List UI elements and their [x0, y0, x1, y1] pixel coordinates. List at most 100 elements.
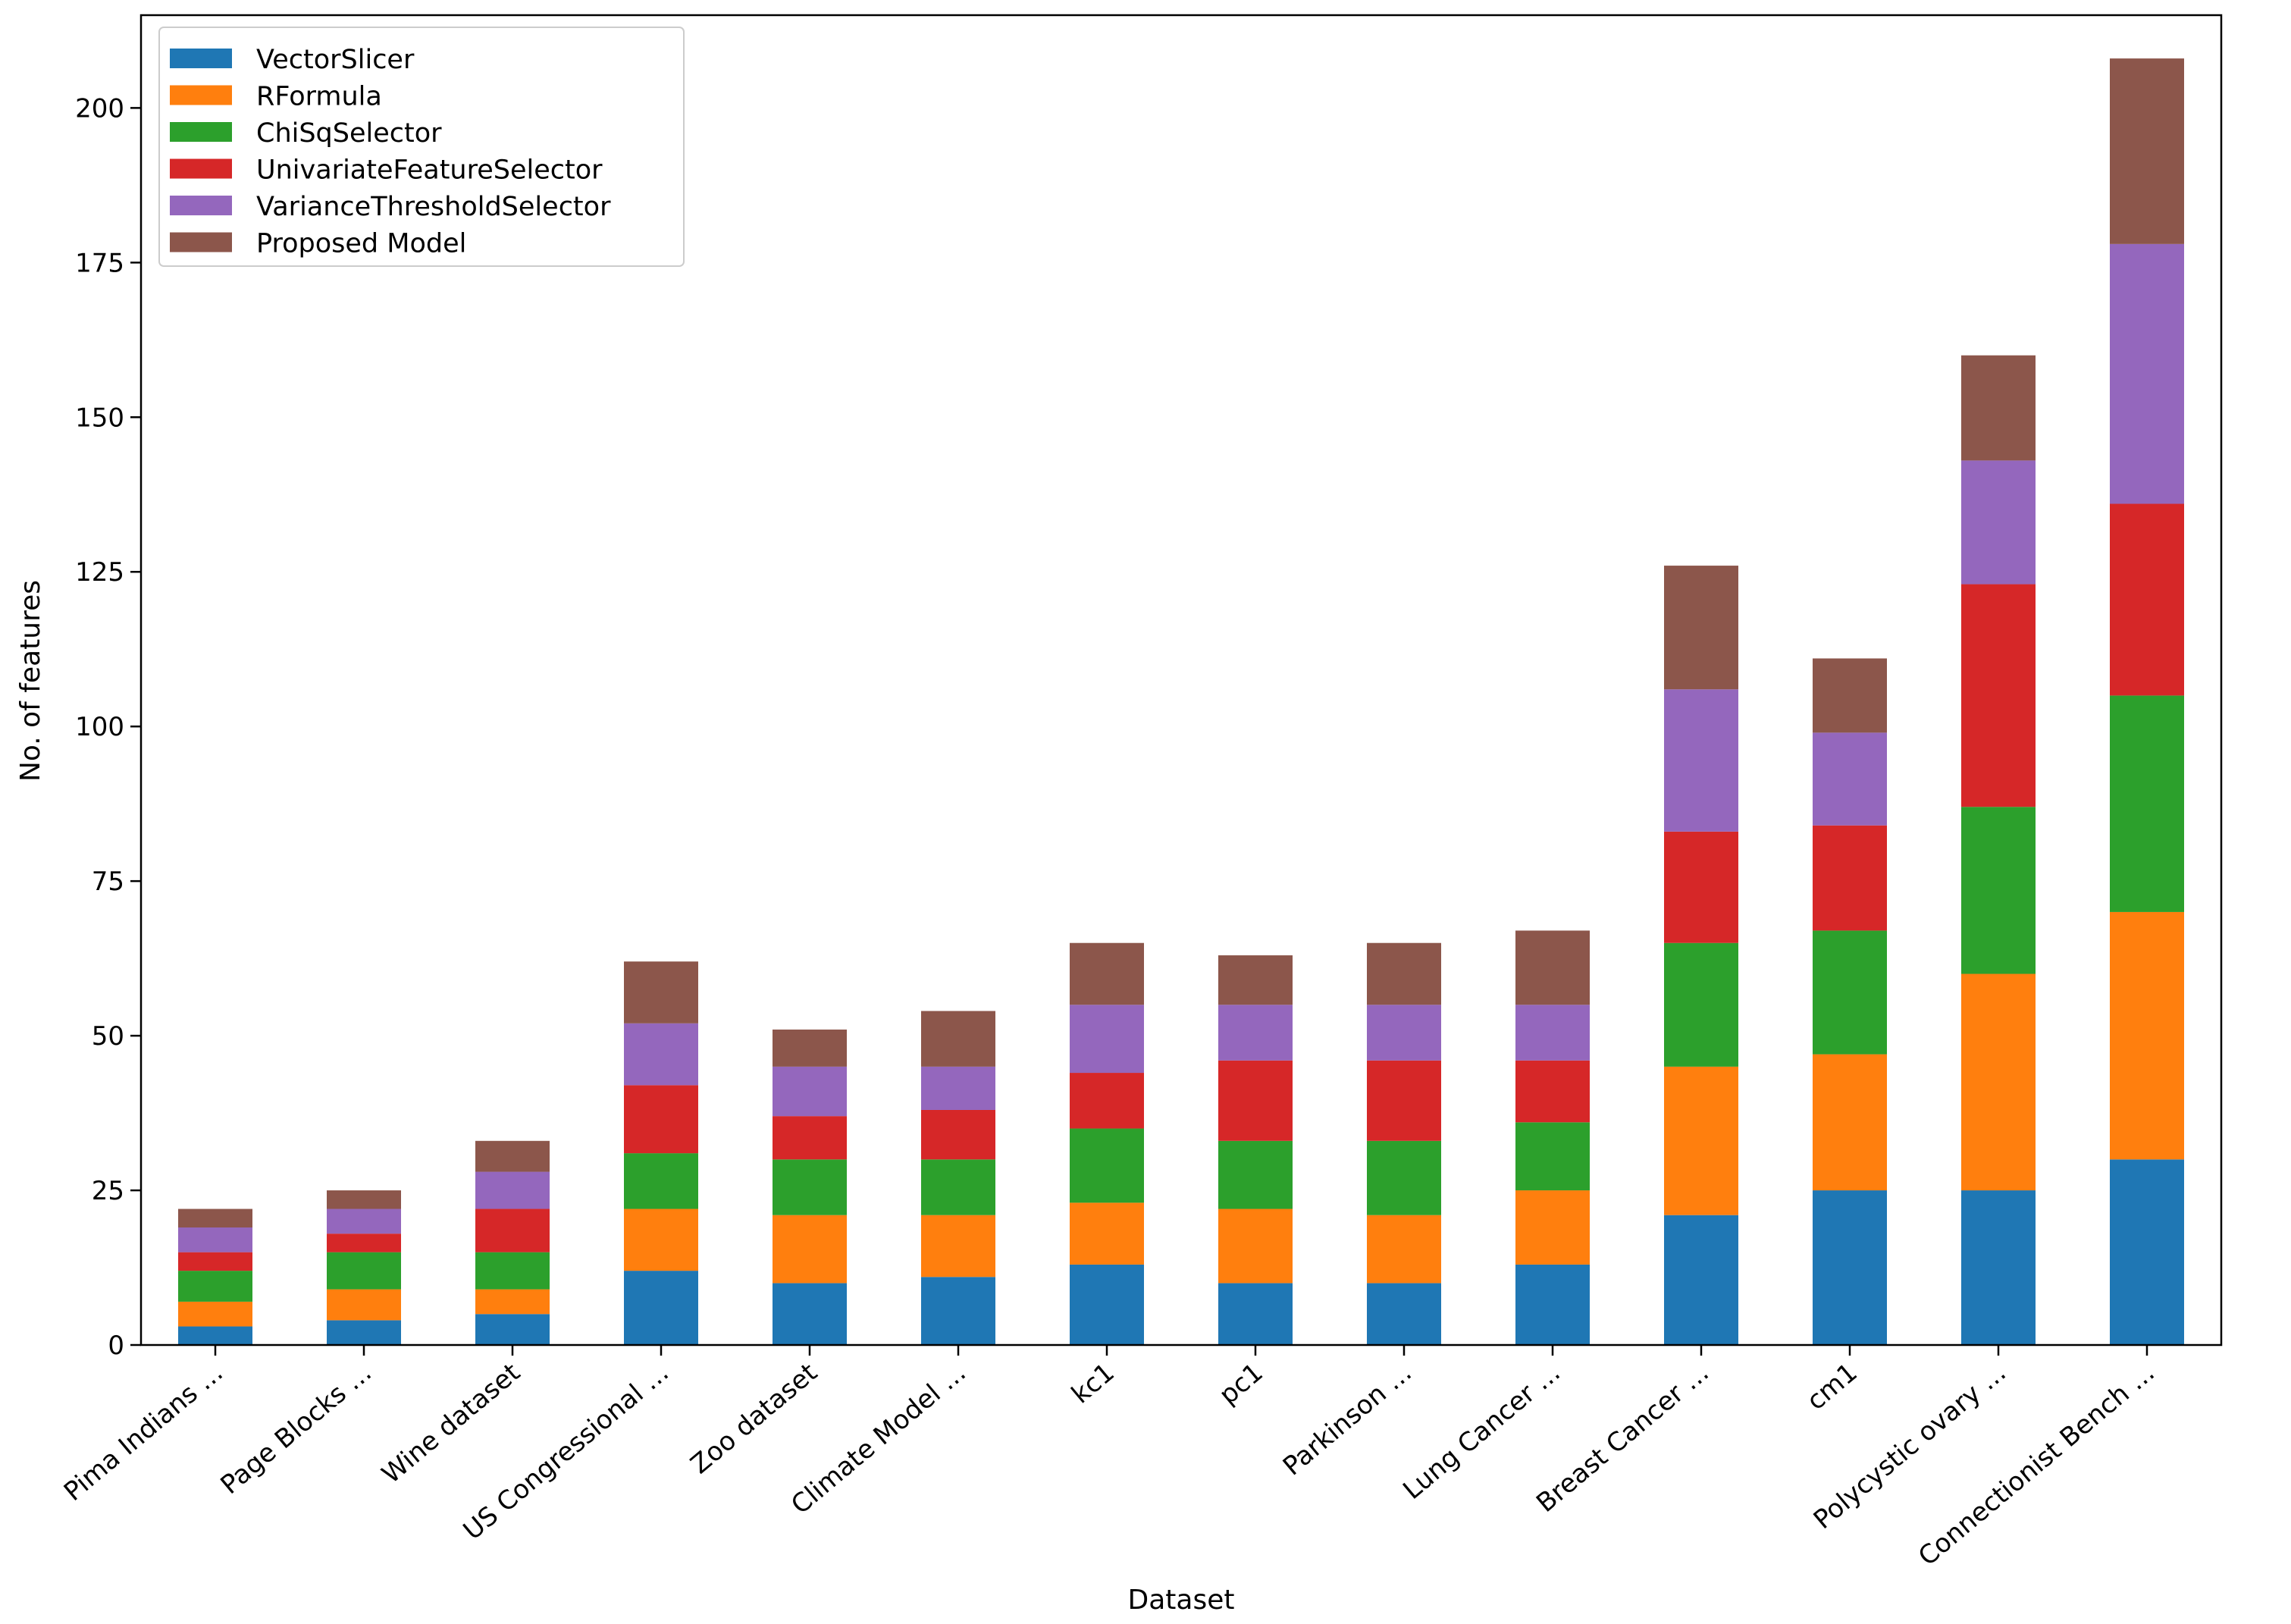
bar-segment-rformula-1	[327, 1289, 401, 1321]
bar-segment-univariatefeatureselector-1	[327, 1234, 401, 1252]
bar-segment-vectorslicer-12	[1961, 1190, 2036, 1345]
bar-segment-proposed model-13	[2110, 58, 2184, 244]
legend-label-vectorslicer: VectorSlicer	[256, 45, 415, 75]
bar-segment-proposed model-6	[1070, 942, 1144, 1005]
bar-segment-variancethresholdselector-8	[1367, 1005, 1441, 1061]
bar-segment-univariatefeatureselector-4	[773, 1116, 847, 1160]
bar-segment-univariatefeatureselector-13	[2110, 503, 2184, 696]
bar-segment-proposed model-4	[773, 1029, 847, 1067]
bar-segment-chisqselector-12	[1961, 807, 2036, 974]
bar-segment-univariatefeatureselector-0	[178, 1252, 252, 1271]
bar-segment-rformula-12	[1961, 973, 2036, 1191]
bar-segment-proposed model-0	[178, 1209, 252, 1227]
bar-segment-chisqselector-0	[178, 1271, 252, 1302]
bar-segment-vectorslicer-7	[1218, 1283, 1293, 1345]
bar-segment-variancethresholdselector-7	[1218, 1005, 1293, 1061]
legend-swatch-proposed model	[170, 232, 232, 252]
bar-segment-vectorslicer-3	[624, 1271, 698, 1345]
bar-segment-rformula-4	[773, 1215, 847, 1284]
bar-segment-vectorslicer-10	[1664, 1215, 1738, 1345]
bar-segment-vectorslicer-13	[2110, 1159, 2184, 1345]
bar-segment-proposed model-11	[1813, 658, 1887, 733]
y-tick-label: 75	[92, 867, 124, 897]
bar-segment-chisqselector-10	[1664, 942, 1738, 1067]
bar-segment-proposed model-2	[475, 1140, 550, 1172]
bar-segment-rformula-11	[1813, 1054, 1887, 1191]
legend-swatch-vectorslicer	[170, 49, 232, 68]
bar-segment-chisqselector-3	[624, 1153, 698, 1209]
bar-segment-vectorslicer-8	[1367, 1283, 1441, 1345]
bar-segment-vectorslicer-4	[773, 1283, 847, 1345]
x-tick-label: Page Blocks ...	[215, 1357, 378, 1500]
bar-segment-variancethresholdselector-0	[178, 1227, 252, 1252]
bar-segment-univariatefeatureselector-7	[1218, 1060, 1293, 1141]
bar-segment-univariatefeatureselector-2	[475, 1209, 550, 1252]
plot-area-frame	[139, 14, 2223, 1347]
y-tick-label: 175	[75, 248, 124, 278]
bar-segment-proposed model-5	[921, 1011, 995, 1067]
bar-segment-vectorslicer-5	[921, 1277, 995, 1345]
bar-segment-rformula-6	[1070, 1202, 1144, 1265]
bar-segment-chisqselector-13	[2110, 695, 2184, 912]
bar-segment-rformula-10	[1664, 1066, 1738, 1215]
bar-segment-rformula-2	[475, 1289, 550, 1315]
y-tick-label: 100	[75, 712, 124, 742]
bar-segment-univariatefeatureselector-11	[1813, 825, 1887, 931]
y-tick-label: 0	[108, 1331, 124, 1361]
x-tick-label: Pima Indians ...	[58, 1357, 229, 1507]
bar-segment-chisqselector-7	[1218, 1140, 1293, 1209]
bar-segment-variancethresholdselector-11	[1813, 732, 1887, 826]
bar-segment-rformula-8	[1367, 1215, 1441, 1284]
bar-segment-variancethresholdselector-3	[624, 1023, 698, 1086]
bar-segment-variancethresholdselector-2	[475, 1171, 550, 1209]
legend: VectorSlicer RFormula ChiSqSelector Univari…	[158, 27, 685, 267]
bar-segment-univariatefeatureselector-12	[1961, 584, 2036, 807]
legend-label-chisqselector: ChiSqSelector	[256, 118, 442, 149]
bar-segment-vectorslicer-9	[1515, 1264, 1590, 1345]
bar-segment-proposed model-1	[327, 1190, 401, 1209]
bar-segment-univariatefeatureselector-9	[1515, 1060, 1590, 1123]
legend-label-proposed model: Proposed Model	[256, 229, 466, 259]
bar-segment-proposed model-7	[1218, 955, 1293, 1005]
bar-segment-variancethresholdselector-5	[921, 1066, 995, 1110]
bar-segment-vectorslicer-1	[327, 1320, 401, 1345]
bar-segment-variancethresholdselector-9	[1515, 1005, 1590, 1061]
legend-label-univariatefeatureselector: UnivariateFeatureSelector	[256, 155, 603, 186]
bar-segment-rformula-3	[624, 1209, 698, 1271]
bar-segment-rformula-0	[178, 1301, 252, 1327]
bar-segment-chisqselector-9	[1515, 1122, 1590, 1191]
bar-segment-variancethresholdselector-4	[773, 1066, 847, 1117]
legend-label-rformula: RFormula	[256, 82, 382, 112]
bar-segment-univariatefeatureselector-3	[624, 1085, 698, 1154]
bar-segment-proposed model-8	[1367, 942, 1441, 1005]
bar-segment-chisqselector-2	[475, 1252, 550, 1290]
x-tick-label: kc1	[1066, 1357, 1120, 1409]
y-tick-label: 150	[75, 403, 124, 433]
bar-segment-chisqselector-1	[327, 1252, 401, 1290]
bar-segment-proposed model-10	[1664, 566, 1738, 690]
bar-segment-variancethresholdselector-1	[327, 1209, 401, 1234]
x-tick-label: pc1	[1214, 1357, 1269, 1410]
x-tick-label: Lung Cancer ...	[1397, 1357, 1565, 1506]
legend-label-variancethresholdselector: VarianceThresholdSelector	[256, 192, 611, 222]
y-tick-label: 125	[75, 557, 124, 588]
legend-swatch-chisqselector	[170, 122, 232, 142]
bar-segment-vectorslicer-2	[475, 1314, 550, 1345]
bar-segment-univariatefeatureselector-5	[921, 1109, 995, 1160]
bar-segment-univariatefeatureselector-10	[1664, 831, 1738, 943]
bar-segment-chisqselector-11	[1813, 930, 1887, 1055]
bar-segment-vectorslicer-6	[1070, 1264, 1144, 1345]
x-tick-label: cm1	[1801, 1357, 1863, 1416]
bar-segment-rformula-5	[921, 1215, 995, 1278]
y-tick-label: 50	[92, 1021, 124, 1052]
x-tick-label: Connectionist Bench ...	[1913, 1357, 2161, 1572]
bar-segment-proposed model-12	[1961, 355, 2036, 461]
bar-segment-variancethresholdselector-6	[1070, 1005, 1144, 1074]
bar-segment-variancethresholdselector-10	[1664, 689, 1738, 832]
bar-segment-univariatefeatureselector-8	[1367, 1060, 1441, 1141]
bar-segment-chisqselector-5	[921, 1159, 995, 1215]
bar-segment-vectorslicer-11	[1813, 1190, 1887, 1345]
y-axis-title: No. of features	[15, 580, 46, 782]
bar-segment-variancethresholdselector-13	[2110, 243, 2184, 504]
